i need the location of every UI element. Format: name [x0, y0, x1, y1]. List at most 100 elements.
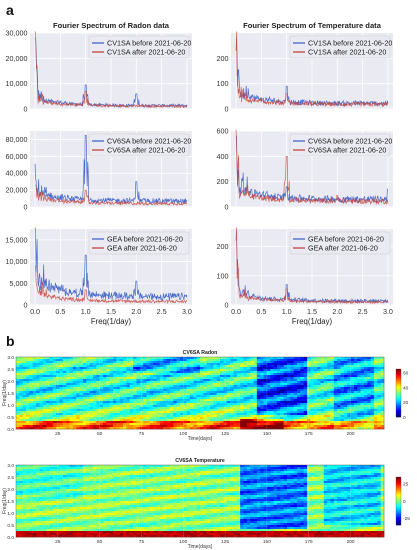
heatmap-cell [149, 373, 154, 376]
heatmap-cell [377, 477, 382, 480]
heatmap-cell [109, 465, 114, 468]
heatmap-cell [89, 425, 94, 428]
heatmap-cell [280, 357, 284, 360]
heatmap-cell [343, 415, 348, 418]
heatmap-cell [280, 365, 284, 368]
heatmap-cell [240, 405, 244, 408]
heatmap-cell [367, 409, 371, 412]
heatmap-cell [246, 477, 251, 480]
heatmap-cell [223, 359, 228, 362]
heatmap-cell [163, 409, 167, 412]
heatmap-cell [283, 399, 288, 402]
heatmap-cell [169, 371, 174, 374]
heatmap-cell [233, 367, 238, 370]
y-tick-label: 0.0 [7, 427, 14, 433]
heatmap-cell [367, 477, 371, 480]
colorbar-step [396, 375, 401, 377]
heatmap-cell [380, 371, 385, 374]
heatmap-cell [86, 407, 90, 410]
heatmap-cell [280, 359, 284, 362]
heatmap-cell [72, 425, 77, 428]
heatmap-cell [183, 395, 187, 398]
heatmap-cell [96, 397, 100, 400]
heatmap-cell [377, 363, 382, 366]
heatmap-cell [350, 363, 355, 366]
heatmap-cell [119, 411, 124, 414]
heatmap-cell [307, 415, 311, 418]
heatmap-cell [96, 475, 100, 478]
heatmap-cell [226, 369, 231, 372]
heatmap-cell [126, 477, 131, 480]
heatmap-cell [119, 469, 124, 472]
heatmap-cell [56, 363, 60, 366]
heatmap-cell [89, 383, 94, 386]
heatmap-cell [113, 427, 117, 430]
heatmap-cell [377, 377, 382, 380]
heatmap-cell [263, 471, 268, 474]
colorbar-step [396, 414, 401, 417]
heatmap-cell [377, 405, 382, 408]
heatmap-cell [216, 469, 221, 472]
heatmap-cell [363, 425, 368, 428]
heatmap-cell [116, 369, 121, 372]
heatmap-cell [46, 393, 50, 396]
heatmap-cell [357, 383, 361, 386]
heatmap-cell [226, 373, 231, 376]
heatmap-cell [283, 357, 288, 360]
heatmap-cell [29, 417, 34, 420]
heatmap-cell [19, 425, 24, 428]
heatmap-cell [337, 381, 341, 384]
y-tick-label: 15,000 [6, 235, 28, 244]
heatmap-cell [69, 397, 74, 400]
heatmap-cell [196, 395, 201, 398]
heatmap-cell [260, 405, 264, 408]
heatmap-cell [86, 427, 90, 430]
heatmap-cell [173, 411, 177, 414]
heatmap-cell [310, 359, 315, 362]
heatmap-cell [377, 379, 382, 382]
heatmap-cell [99, 471, 104, 474]
heatmap-cell [136, 401, 141, 404]
heatmap-cell [92, 475, 97, 478]
heatmap-cell [276, 425, 281, 428]
heatmap-cell [42, 401, 47, 404]
heatmap-cell [256, 371, 261, 374]
heatmap-cell [373, 411, 378, 414]
x-axis-label: Freq(1/day) [91, 317, 132, 326]
heatmap-cell [313, 357, 318, 360]
heatmap-cell [82, 375, 87, 378]
heatmap-cell [36, 415, 40, 418]
heatmap-cell [213, 477, 218, 480]
heatmap-cell [123, 407, 127, 410]
heatmap-cell [266, 465, 271, 468]
heatmap-cell [313, 397, 318, 400]
heatmap-cell [380, 409, 385, 412]
heatmap-cell [69, 411, 74, 414]
heatmap-cell [293, 471, 298, 474]
heatmap-cell [230, 381, 234, 384]
heatmap-cell [220, 399, 224, 402]
heatmap-cell [106, 417, 111, 420]
heatmap-cell [250, 399, 254, 402]
heatmap-cell [236, 385, 241, 388]
heatmap-cell [203, 365, 208, 368]
heatmap-cell [123, 475, 127, 478]
heatmap-cell [79, 467, 84, 470]
heatmap-cell [72, 383, 77, 386]
heatmap-cell [56, 379, 60, 382]
heatmap-cell [216, 395, 221, 398]
heatmap-cell [36, 469, 40, 472]
heatmap-cell [233, 413, 238, 416]
heatmap-cell [310, 357, 315, 360]
heatmap-cell [193, 399, 198, 402]
heatmap-cell [343, 377, 348, 380]
heatmap-cell [230, 385, 234, 388]
heatmap-cell [69, 417, 74, 420]
heatmap-cell [189, 393, 194, 396]
heatmap-cell [380, 381, 385, 384]
heatmap-cell [173, 473, 177, 476]
heatmap-cell [72, 423, 77, 426]
heatmap-cell [350, 475, 355, 478]
heatmap-cell [159, 387, 164, 390]
y-tick-label: 100 [217, 79, 229, 88]
